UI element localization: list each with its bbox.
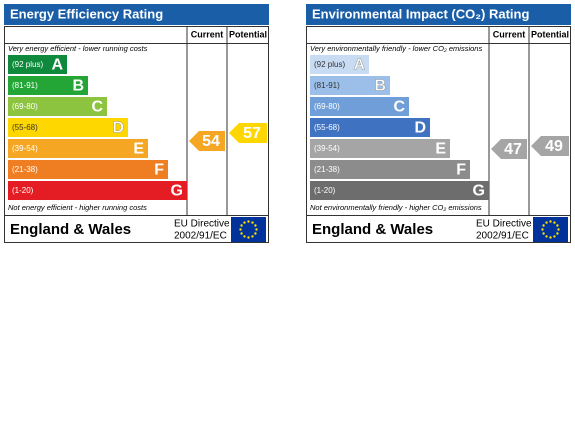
rating-arrow xyxy=(531,136,569,156)
flag-star xyxy=(542,232,545,235)
directive-line: 2002/91/EC xyxy=(174,231,227,242)
flag-star xyxy=(556,232,559,235)
bottom-note: Not environmentally friendly - higher CO… xyxy=(310,203,482,212)
title-bar xyxy=(4,4,269,25)
column-header: Current xyxy=(191,29,224,39)
rating-band xyxy=(310,118,430,137)
flag-star xyxy=(542,224,545,227)
flag-star xyxy=(251,235,254,238)
rating-band xyxy=(8,139,148,158)
band-letter: G xyxy=(473,183,485,200)
flag-star xyxy=(545,235,548,238)
band-letter: A xyxy=(51,57,63,74)
band-letter: D xyxy=(112,120,124,137)
top-note: Very environmentally friendly - lower CO… xyxy=(310,44,482,53)
band-range: (69-80) xyxy=(314,102,340,111)
flag-star xyxy=(251,221,254,224)
band-range: (81-91) xyxy=(12,81,38,90)
rating-band xyxy=(8,160,168,179)
flag-star xyxy=(254,232,257,235)
band-range: (69-80) xyxy=(12,102,38,111)
rating-arrow xyxy=(189,131,225,151)
band-range: (39-54) xyxy=(314,144,340,153)
flag-star xyxy=(240,224,243,227)
title-bar xyxy=(306,4,571,25)
rating-arrow xyxy=(229,123,267,143)
flag-star xyxy=(247,220,250,223)
band-letter: B xyxy=(374,78,386,95)
rating-band xyxy=(8,55,67,74)
panel-title: Environmental Impact (CO₂) Rating xyxy=(312,6,529,21)
band-range: (39-54) xyxy=(12,144,38,153)
flag-star xyxy=(243,235,246,238)
band-range: (92 plus) xyxy=(12,60,43,69)
column-header: Potential xyxy=(531,29,569,39)
panel-frame xyxy=(4,26,269,243)
column-header: Potential xyxy=(229,29,267,39)
band-range: (1-20) xyxy=(12,186,34,195)
flag-star xyxy=(243,221,246,224)
flag-star xyxy=(553,235,556,238)
rating-arrow xyxy=(491,139,527,159)
flag-star xyxy=(240,232,243,235)
flag-star xyxy=(239,228,242,231)
band-letter: D xyxy=(414,120,426,137)
region: England & Wales xyxy=(10,221,131,238)
top-note: Very energy efficient - lower running co… xyxy=(8,44,148,53)
panel-frame xyxy=(306,26,571,243)
bottom-note: Not energy efficient - higher running co… xyxy=(8,203,147,212)
flag-star xyxy=(549,236,552,239)
rating-band xyxy=(310,160,470,179)
rating-value: 49 xyxy=(545,138,563,155)
flag-star xyxy=(255,228,258,231)
column-header: Current xyxy=(493,29,526,39)
region: England & Wales xyxy=(312,221,433,238)
band-letter: E xyxy=(435,141,446,158)
band-range: (92 plus) xyxy=(314,60,345,69)
band-range: (55-68) xyxy=(12,123,38,132)
flag-star xyxy=(557,228,560,231)
flag-star xyxy=(541,228,544,231)
band-range: (55-68) xyxy=(314,123,340,132)
band-letter: C xyxy=(91,99,103,116)
band-letter: F xyxy=(154,162,164,179)
directive-line: EU Directive xyxy=(476,219,532,230)
band-letter: B xyxy=(72,78,84,95)
band-range: (81-91) xyxy=(314,81,340,90)
flag-star xyxy=(549,220,552,223)
flag-star xyxy=(545,221,548,224)
rating-band xyxy=(310,97,409,116)
flag-star xyxy=(254,224,257,227)
rating-band xyxy=(8,76,88,95)
band-letter: E xyxy=(133,141,144,158)
band-letter: F xyxy=(456,162,466,179)
rating-band xyxy=(310,55,369,74)
rating-band xyxy=(310,181,489,200)
flag-star xyxy=(247,236,250,239)
band-letter: G xyxy=(171,183,183,200)
rating-value: 57 xyxy=(243,125,261,142)
directive-line: 2002/91/EC xyxy=(476,231,529,242)
rating-band xyxy=(8,118,128,137)
band-range: (1-20) xyxy=(314,186,336,195)
rating-band xyxy=(310,76,390,95)
band-letter: C xyxy=(393,99,405,116)
flag-star xyxy=(553,221,556,224)
band-range: (21-38) xyxy=(12,165,38,174)
rating-value: 54 xyxy=(202,133,220,150)
flag-star xyxy=(556,224,559,227)
rating-band xyxy=(8,97,107,116)
panel-title: Energy Efficiency Rating xyxy=(10,6,163,21)
rating-panel: Environmental Impact (CO₂) Rating Current… xyxy=(306,4,571,243)
rating-panel: Energy Efficiency Rating Current Potential… xyxy=(4,4,269,243)
rating-value: 47 xyxy=(504,141,522,158)
rating-band xyxy=(310,139,450,158)
band-letter: A xyxy=(353,57,365,74)
band-range: (21-38) xyxy=(314,165,340,174)
rating-band xyxy=(8,181,187,200)
directive-line: EU Directive xyxy=(174,219,230,230)
